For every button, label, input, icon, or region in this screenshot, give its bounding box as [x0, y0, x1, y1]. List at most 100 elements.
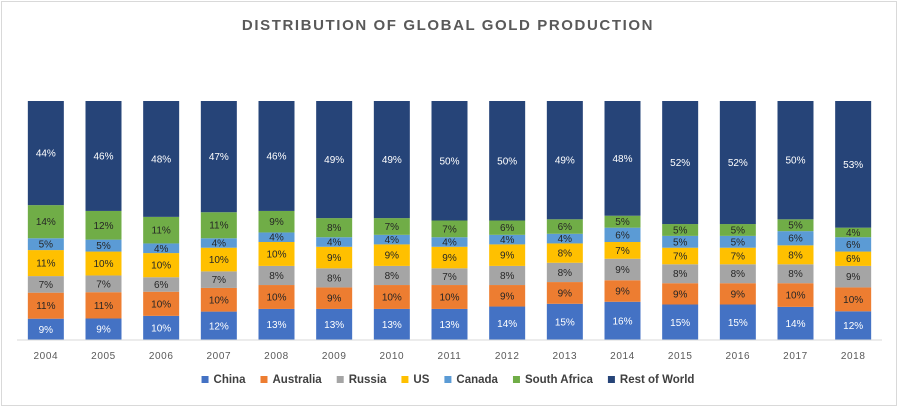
data-label-canada-2004: 5% [39, 240, 54, 251]
x-tick-label-2014: 2014 [610, 351, 635, 362]
bar-segment-australia-2004 [27, 292, 64, 319]
bar-segment-us-2015 [662, 247, 699, 265]
data-label-china-2018: 12% [843, 321, 863, 332]
bar-segment-australia-2006 [143, 291, 180, 316]
bar-segment-canada-2007 [200, 238, 237, 248]
data-label-russia-2005: 7% [96, 279, 111, 290]
data-label-us-2016: 7% [731, 251, 746, 262]
legend-swatch [336, 376, 344, 383]
legend-label: China [214, 374, 247, 386]
data-label-australia-2013: 9% [558, 288, 573, 299]
data-label-russia-2013: 8% [558, 268, 573, 279]
x-axis-ticks: 2004 2005 2006 2007 2008 2009 2010 2011 2012 2013… [34, 351, 866, 362]
bar-segment-south-africa-2012 [489, 220, 526, 235]
data-label-russia-2016: 8% [731, 269, 746, 280]
bar-segment-canada-2017 [777, 231, 814, 246]
bar-segment-south-africa-2017 [777, 219, 814, 232]
x-tick-label-2011: 2011 [438, 351, 462, 362]
bar-segment-china-2007 [200, 311, 237, 340]
bar-segment-canada-2005 [85, 239, 122, 252]
bar-segment-canada-2010 [373, 234, 410, 245]
data-label-us-2014: 7% [615, 246, 630, 257]
bar-segment-canada-2013 [546, 233, 583, 244]
bar-segment-canada-2011 [431, 237, 468, 247]
data-label-china-2016: 15% [728, 318, 748, 329]
bar-segment-rest-of-world-2006 [143, 101, 180, 217]
data-label-rest-of-world-2011: 50% [439, 156, 459, 167]
bar-segment-us-2010 [373, 244, 410, 266]
data-label-canada-2013: 4% [558, 234, 573, 245]
bar-segment-south-africa-2006 [143, 216, 180, 244]
data-label-us-2018: 6% [846, 254, 861, 265]
bar-segment-china-2012 [489, 306, 526, 340]
legend-swatch [607, 376, 615, 383]
x-tick-label-2008: 2008 [264, 351, 289, 362]
data-label-rest-of-world-2009: 49% [324, 155, 344, 166]
data-label-south-africa-2007: 11% [209, 221, 228, 232]
bar-segment-australia-2009 [316, 287, 353, 309]
data-label-china-2015: 15% [670, 318, 690, 329]
data-label-china-2013: 15% [555, 317, 575, 328]
data-label-us-2007: 10% [209, 255, 229, 266]
data-label-russia-2006: 6% [154, 280, 169, 291]
data-label-rest-of-world-2013: 49% [555, 156, 575, 167]
bar-segment-russia-2005 [85, 275, 122, 293]
bar-segment-australia-2007 [200, 287, 237, 312]
x-tick-label-2012: 2012 [495, 351, 520, 362]
data-label-canada-2014: 6% [615, 230, 630, 241]
data-label-australia-2004: 11% [36, 301, 55, 312]
data-label-russia-2007: 7% [212, 275, 227, 286]
data-label-canada-2007: 4% [212, 238, 227, 249]
data-label-australia-2014: 9% [615, 287, 630, 298]
data-label-rest-of-world-2012: 50% [497, 156, 517, 167]
data-label-south-africa-2016: 5% [731, 225, 746, 236]
bar-segment-canada-2014 [604, 227, 641, 243]
data-label-china-2009: 13% [324, 320, 344, 331]
x-tick-label-2016: 2016 [726, 351, 751, 362]
x-tick-label-2018: 2018 [841, 351, 866, 362]
data-label-australia-2005: 11% [94, 301, 113, 312]
bar-segment-rest-of-world-2005 [85, 101, 122, 211]
data-label-rest-of-world-2010: 49% [382, 155, 402, 166]
data-label-south-africa-2017: 5% [788, 221, 803, 232]
bar-segment-rest-of-world-2009 [316, 101, 353, 219]
data-label-south-africa-2004: 14% [36, 217, 56, 228]
data-label-russia-2004: 7% [39, 280, 54, 291]
legend-swatch [401, 376, 409, 383]
bar-segment-south-africa-2011 [431, 220, 468, 238]
bar-segment-china-2008 [258, 308, 295, 340]
bar-segment-rest-of-world-2011 [431, 101, 468, 221]
bar-segment-us-2016 [719, 247, 756, 265]
data-label-south-africa-2005: 12% [93, 221, 113, 232]
x-tick-label-2013: 2013 [553, 351, 578, 362]
data-label-russia-2010: 8% [385, 271, 400, 282]
data-label-australia-2012: 9% [500, 291, 515, 302]
data-label-us-2008: 10% [266, 249, 286, 260]
bar-segment-australia-2013 [546, 282, 583, 304]
data-label-canada-2005: 5% [96, 241, 111, 252]
bar-segment-canada-2016 [719, 235, 756, 248]
bar-segment-rest-of-world-2008 [258, 101, 295, 211]
bar-segment-china-2016 [719, 304, 756, 340]
legend-swatch [444, 376, 452, 383]
data-label-australia-2009: 9% [327, 294, 342, 305]
bar-segment-south-africa-2009 [316, 218, 353, 238]
bar-segment-russia-2016 [719, 264, 756, 284]
data-label-rest-of-world-2005: 46% [93, 151, 113, 162]
bar-segment-russia-2004 [27, 276, 64, 293]
legend-swatch [201, 376, 209, 383]
data-label-russia-2009: 8% [327, 273, 342, 284]
bar-segment-russia-2008 [258, 265, 295, 286]
legend-label: US [413, 374, 429, 386]
data-label-us-2006: 10% [151, 261, 171, 272]
bar-segment-canada-2009 [316, 237, 353, 247]
x-tick-label-2015: 2015 [668, 351, 693, 362]
bar-segment-us-2017 [777, 245, 814, 265]
bar-segment-us-2008 [258, 242, 295, 266]
bar-segment-china-2014 [604, 301, 641, 340]
bar-segment-australia-2016 [719, 283, 756, 305]
chart-title: DISTRIBUTION OF GLOBAL GOLD PRODUCTION [242, 17, 654, 34]
data-label-south-africa-2012: 6% [500, 223, 515, 234]
data-label-china-2011: 13% [439, 320, 459, 331]
